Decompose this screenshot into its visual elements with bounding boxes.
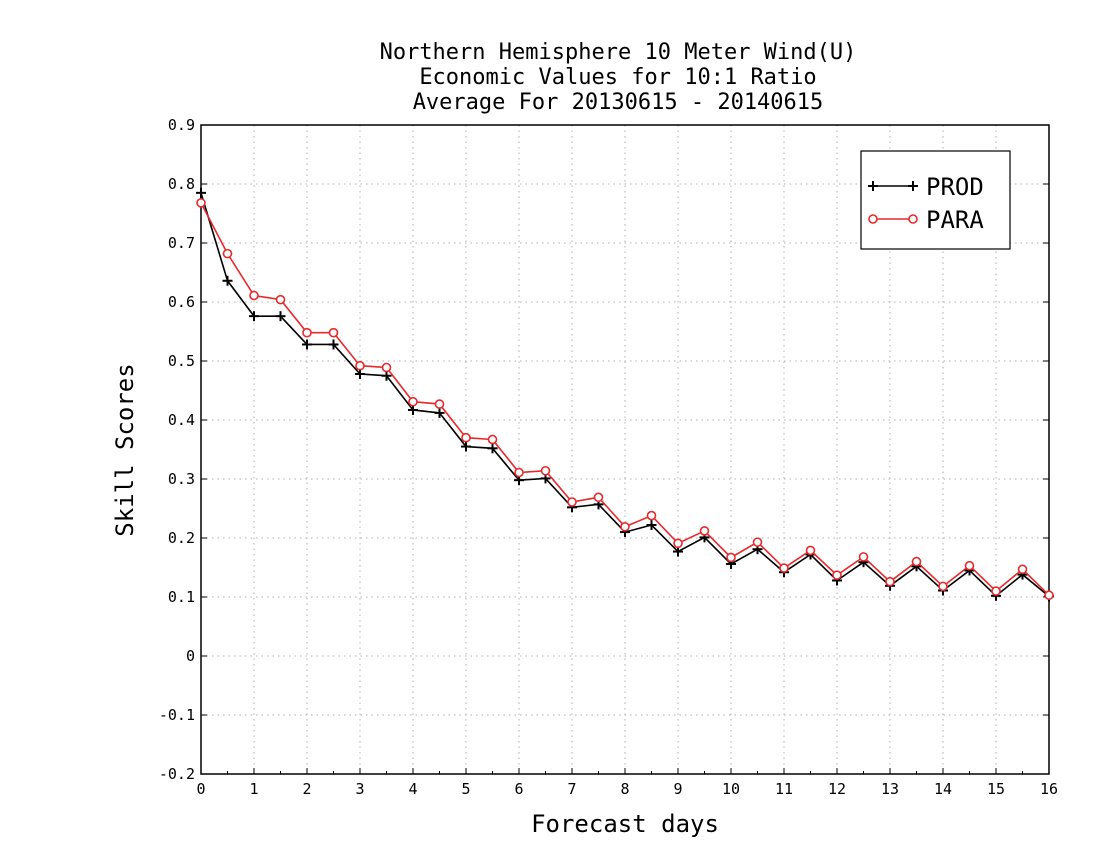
x-tick-label: 11 (775, 780, 793, 798)
y-tick-label: 0.2 (168, 529, 195, 547)
y-tick-label: 0.3 (168, 470, 195, 488)
y-tick-label: 0.7 (168, 234, 195, 252)
data-point-para (1044, 590, 1054, 601)
data-point-para (805, 545, 816, 556)
data-point-para (434, 399, 445, 409)
data-point-prod (673, 546, 683, 557)
y-tick-label: 0.4 (168, 411, 195, 429)
x-tick-label: 7 (567, 780, 576, 798)
data-point-prod (328, 339, 339, 350)
y-tick-label: -0.2 (159, 765, 195, 783)
data-point-para (885, 576, 895, 587)
chart-title-line-3: Average For 20130615 - 20140615 (413, 90, 824, 115)
x-tick-label: 6 (514, 780, 523, 798)
x-axis: 0 1 2 3 4 5 6 7 8 9 10 11 12 13 14 15 16 (196, 768, 1058, 798)
y-tick-label: 0.5 (168, 352, 195, 370)
data-point-para (514, 467, 524, 478)
y-tick-label: -0.1 (159, 706, 195, 724)
data-point-para (487, 434, 498, 445)
chart-title-line-2: Economic Values for 10:1 Ratio (419, 65, 816, 90)
data-point-prod (434, 407, 445, 418)
legend-label: PARA (926, 206, 984, 234)
y-tick-label: 0.9 (168, 116, 195, 134)
data-point-prod (249, 311, 259, 322)
series-layer (196, 187, 1054, 602)
y-axis: -0.2 -0.1 0 0.1 0.2 0.3 0.4 0.5 0.6 0.7 0.8 0.9 (159, 116, 1049, 783)
data-point-prod (408, 404, 418, 415)
data-point-prod (196, 187, 206, 198)
data-point-para (964, 560, 975, 571)
data-point-prod (646, 520, 657, 531)
data-point-para (381, 362, 392, 373)
data-point-para (832, 570, 842, 580)
data-point-para (355, 360, 365, 371)
x-tick-label: 9 (673, 780, 682, 798)
x-tick-label: 1 (249, 780, 258, 798)
x-tick-label: 8 (620, 780, 629, 798)
data-point-para (408, 396, 418, 407)
x-axis-label: Forecast days (531, 810, 719, 838)
data-point-para (938, 581, 948, 592)
legend-item-prod: PROD (868, 173, 984, 201)
legend-item-para: PARA (868, 206, 984, 234)
legend-marker (868, 214, 878, 224)
y-tick-label: 0.1 (168, 588, 195, 606)
x-tick-label: 2 (302, 780, 311, 798)
legend-marker (868, 181, 878, 191)
x-tick-label: 13 (881, 780, 899, 798)
chart-title-line-1: Northern Hemisphere 10 Meter Wind(U) (380, 40, 857, 65)
data-point-para (249, 290, 259, 301)
x-tick-label: 3 (355, 780, 364, 798)
x-tick-label: 5 (461, 780, 470, 798)
data-point-para (540, 465, 551, 476)
legend-box (860, 150, 1011, 250)
data-point-para (726, 552, 736, 563)
data-point-para (222, 248, 233, 259)
data-point-para (328, 327, 339, 338)
data-point-para (461, 432, 471, 443)
legend-marker (908, 214, 918, 224)
x-tick-label: 0 (196, 780, 205, 798)
data-point-prod (302, 339, 312, 350)
data-point-para (858, 552, 869, 562)
data-point-para (699, 526, 710, 536)
y-tick-label: 0.8 (168, 175, 195, 193)
grid (201, 125, 1049, 774)
data-point-para (196, 198, 206, 208)
x-tick-label: 15 (987, 780, 1005, 798)
y-tick-label: 0 (186, 647, 195, 665)
legend: PROD PARA (860, 150, 1011, 250)
x-tick-label: 10 (722, 780, 740, 798)
legend-label: PROD (926, 173, 984, 201)
data-point-para (593, 492, 604, 503)
data-point-para (779, 563, 789, 573)
y-tick-label: 0.6 (168, 293, 195, 311)
data-point-prod (275, 311, 286, 322)
data-point-para (275, 294, 286, 305)
data-point-para (991, 586, 1001, 596)
x-tick-label: 12 (828, 780, 846, 798)
x-tick-label: 14 (934, 780, 952, 798)
data-point-para (673, 538, 683, 549)
data-point-prod (355, 368, 365, 379)
x-tick-label: 16 (1040, 780, 1058, 798)
data-point-para (1017, 564, 1028, 575)
data-point-para (911, 556, 922, 567)
data-point-para (752, 537, 763, 547)
data-point-para (567, 497, 577, 507)
x-tick-label: 4 (408, 780, 417, 798)
data-point-para (302, 327, 312, 338)
legend-marker (908, 181, 918, 191)
series-para (196, 198, 1054, 601)
data-point-para (620, 521, 630, 532)
data-point-prod (381, 370, 392, 381)
data-point-para (646, 510, 657, 521)
chart-title: Northern Hemisphere 10 Meter Wind(U) Eco… (380, 40, 857, 115)
y-axis-label: Skill Scores (111, 363, 139, 536)
data-point-prod (461, 441, 471, 452)
data-point-prod (222, 275, 233, 286)
data-point-prod (487, 443, 498, 454)
